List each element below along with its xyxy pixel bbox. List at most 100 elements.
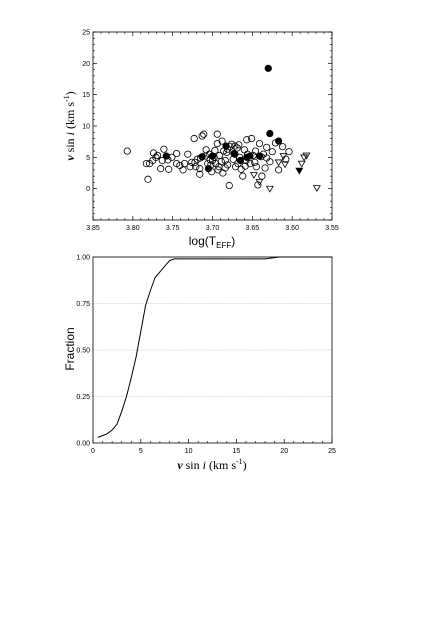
scatter-point-open-circle: [152, 153, 160, 161]
scatter-point-open-circle: [252, 163, 260, 171]
x-tick-label: 3.85: [86, 225, 100, 232]
scatter-point-open-circle: [196, 165, 204, 173]
scatter-point-open-circle: [165, 165, 173, 173]
scatter-point-open-circle: [275, 166, 283, 174]
x-tick-label: 10: [185, 448, 193, 455]
scatter-point-open-triangle: [274, 159, 283, 167]
scatter-point-open-circle: [247, 134, 256, 143]
scatter-point-open-circle: [261, 164, 269, 172]
scatter-point-open-circle: [198, 132, 206, 140]
scatter-point-filled-circle: [264, 64, 272, 72]
fraction-y-axis-label: Fraction: [63, 327, 77, 370]
scatter-point-open-circle: [181, 160, 189, 168]
scatter-ticks: 3.85 3.80 3.75 3.70 3.65 3.60 3.55 0 5 10 15 20 25: [82, 30, 339, 233]
scatter-point-open-circle: [240, 146, 248, 154]
y-tick-label: 1.00: [76, 255, 90, 262]
scatter-point-filled-circle: [208, 152, 217, 160]
scatter-point-open-circle: [279, 143, 287, 151]
scatter-point-filled-circle: [275, 137, 283, 145]
scatter-point-open-circle: [251, 158, 259, 166]
scatter-y-axis-label: v sin i (km s-1): [62, 91, 77, 160]
scatter-plot-frame: [92, 31, 333, 221]
y-tick-label: 0: [86, 186, 90, 193]
y-tick-label: 20: [82, 61, 90, 68]
scatter-point-open-circle: [188, 158, 196, 166]
scatter-point-filled-circle: [236, 156, 244, 165]
scatter-point-open-circle: [192, 163, 200, 171]
scatter-point-open-circle: [160, 145, 168, 153]
fraction-x-axis-label: v sin i (km s-1): [177, 457, 246, 472]
scatter-point-open-circle: [241, 162, 249, 170]
scatter-point-open-circle: [200, 130, 208, 138]
scatter-panel: 3.85 3.80 3.75 3.70 3.65 3.60 3.55 0 5 10 15 20 25 l…: [62, 30, 339, 251]
scatter-point-open-circle: [157, 165, 165, 173]
scatter-point-open-circle: [263, 143, 271, 151]
scatter-point-open-circle: [144, 175, 152, 183]
scatter-point-open-circle: [239, 172, 247, 180]
scatter-point-filled-circle: [246, 152, 254, 160]
y-tick-label: 5: [86, 155, 90, 162]
scatter-point-open-circle: [268, 148, 276, 156]
scatter-point-filled-triangle: [295, 167, 304, 175]
scatter-point-filled-circle: [255, 152, 264, 160]
scatter-point-open-circle: [149, 149, 158, 157]
scatter-x-axis-label: log(TEFF): [189, 234, 235, 250]
y-tick-label: 0.75: [76, 301, 90, 308]
scatter-point-open-circle: [216, 151, 224, 160]
x-tick-label: 3.60: [285, 225, 299, 232]
scatter-point-open-circle: [173, 149, 181, 158]
x-tick-label: 25: [328, 448, 336, 455]
y-tick-label: 0.25: [76, 394, 90, 401]
scatter-point-open-circle: [243, 136, 251, 144]
scatter-point-open-circle: [258, 172, 266, 180]
scatter-point-open-circle: [213, 130, 221, 138]
scatter-point-filled-circle: [222, 142, 230, 150]
scatter-point-filled-circle: [230, 149, 238, 158]
x-tick-label: 3.70: [206, 225, 220, 232]
fraction-ticks: 0.00 0.25 0.50 0.75 1.00 0 5 10 15 20 25: [76, 255, 336, 456]
scatter-points: [123, 64, 321, 193]
scatter-point-open-circle: [225, 181, 233, 190]
scatter-point-open-triangle: [255, 178, 264, 186]
scatter-point-open-circle: [219, 169, 227, 177]
x-tick-label: 20: [280, 448, 288, 455]
scatter-point-filled-circle: [266, 129, 274, 138]
scatter-point-open-circle: [179, 166, 187, 174]
scatter-point-open-circle: [202, 146, 210, 154]
y-tick-label: 25: [82, 30, 90, 37]
y-tick-label: 0.00: [76, 441, 90, 448]
scatter-point-open-triangle: [302, 152, 311, 160]
scatter-point-open-circle: [214, 166, 222, 174]
scatter-point-open-circle: [221, 164, 229, 172]
scatter-point-open-triangle: [279, 153, 288, 161]
y-tick-label: 15: [82, 92, 90, 99]
scatter-point-filled-circle: [198, 153, 206, 161]
scatter-point-open-circle: [196, 170, 204, 178]
scatter-point-open-circle: [142, 160, 150, 168]
fraction-plot-frame: [92, 256, 333, 444]
x-tick-label: 3.75: [166, 225, 180, 232]
scatter-point-open-triangle: [297, 160, 306, 168]
scatter-point-open-circle: [235, 141, 243, 149]
scatter-point-open-circle: [191, 158, 199, 166]
scatter-point-open-circle: [282, 155, 290, 163]
scatter-point-open-circle: [184, 150, 192, 158]
scatter-point-filled-circle: [204, 165, 213, 173]
scatter-point-open-triangle: [312, 185, 321, 193]
x-tick-label: 3.65: [246, 225, 260, 232]
scatter-point-open-triangle: [265, 185, 274, 193]
scatter-point-open-triangle: [249, 172, 258, 179]
scatter-point-open-circle: [285, 148, 293, 156]
scatter-point-open-triangle: [280, 161, 289, 169]
scatter-point-open-circle: [153, 151, 162, 160]
scatter-point-open-circle: [263, 154, 271, 162]
scatter-point-open-circle: [123, 147, 131, 155]
x-tick-label: 15: [233, 448, 241, 455]
scatter-point-open-circle: [158, 156, 166, 165]
scatter-point-open-circle: [231, 142, 239, 150]
x-tick-label: 0: [91, 448, 95, 455]
scatter-point-open-circle: [190, 134, 198, 143]
x-tick-label: 5: [139, 448, 143, 455]
x-tick-label: 3.80: [126, 225, 140, 232]
